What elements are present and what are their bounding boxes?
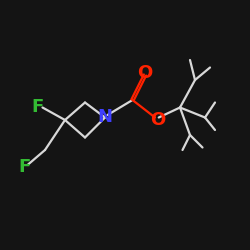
Text: O: O (150, 111, 165, 129)
Text: N: N (98, 108, 112, 126)
Text: O: O (138, 64, 152, 82)
Text: F: F (32, 98, 44, 116)
Text: F: F (19, 158, 31, 176)
